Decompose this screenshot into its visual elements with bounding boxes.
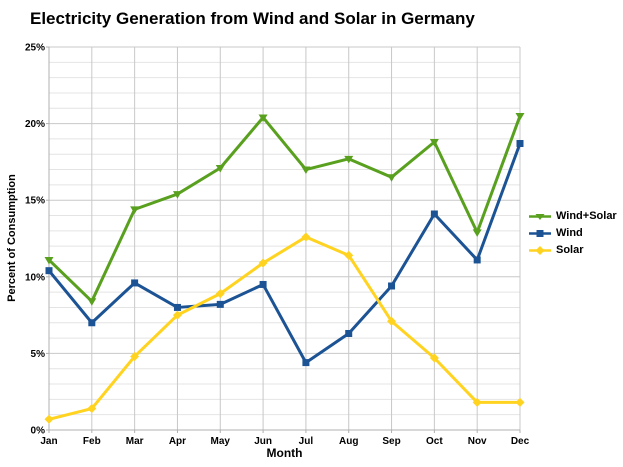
x-tick-label: Dec (511, 436, 530, 447)
diamond-icon (529, 246, 551, 255)
legend-item-solar: Solar (529, 243, 617, 258)
chart-title: Electricity Generation from Wind and Sol… (30, 9, 475, 28)
series-point-solar (258, 258, 268, 268)
series-point-solar (215, 289, 225, 299)
series-line-wind-solar (47, 114, 522, 303)
x-tick-label: Mar (126, 436, 144, 447)
series-point-wind (173, 303, 181, 311)
series-point-wind (388, 282, 396, 290)
series-point-solar (130, 351, 140, 361)
y-tick-label: 20% (25, 119, 45, 130)
legend-item-wind-solar: Wind+Solar (529, 209, 617, 224)
y-tick-label: 0% (31, 426, 46, 437)
triangle-down-icon (529, 214, 551, 220)
series-point-wind-solar (172, 191, 182, 199)
series-point-solar (44, 414, 54, 424)
x-tick-label: Jun (254, 436, 272, 447)
series-point-wind-solar (429, 138, 439, 147)
series-point-wind-solar (258, 114, 268, 122)
series-point-solar (472, 397, 482, 407)
series-point-wind-solar (44, 256, 54, 265)
square-icon (529, 230, 551, 237)
y-axis-title: Percent of Consumption (6, 174, 18, 302)
series-point-wind (259, 280, 267, 288)
series-point-wind (88, 319, 96, 327)
series-point-wind (131, 279, 139, 287)
x-tick-label: Feb (83, 436, 101, 447)
series-point-wind (216, 300, 224, 308)
series-line-solar (47, 235, 522, 421)
series-point-wind-solar (87, 298, 97, 306)
series-point-solar (172, 310, 182, 320)
series-point-wind-solar (215, 165, 225, 173)
series-point-wind (473, 256, 481, 264)
series-point-solar (387, 316, 397, 326)
legend-label-wind-solar: Wind+Solar (556, 210, 617, 222)
series-point-wind-solar (387, 174, 397, 182)
y-tick-label: 25% (25, 43, 45, 54)
series-point-solar (515, 397, 525, 407)
series-point-wind (430, 210, 438, 218)
x-tick-label: Nov (468, 436, 487, 447)
series-point-solar (87, 404, 97, 414)
x-tick-label: Sep (382, 436, 400, 447)
x-tick-label: Oct (426, 436, 443, 447)
x-axis-title: Month (266, 446, 303, 460)
series-line-wind (47, 142, 522, 365)
x-tick-label: Aug (339, 436, 358, 447)
y-tick-label: 5% (31, 349, 46, 360)
legend-item-wind: Wind (529, 226, 617, 241)
y-tick-label: 15% (25, 196, 45, 207)
series-point-wind (345, 329, 353, 337)
x-tick-label: Apr (169, 436, 186, 447)
x-tick-label: Jan (40, 436, 57, 447)
legend-label-wind: Wind (556, 227, 583, 239)
x-tick-label: Jul (299, 436, 314, 447)
series-point-wind-solar (515, 112, 525, 121)
series-point-wind (302, 359, 310, 367)
series-point-solar (429, 353, 439, 363)
series-point-solar (301, 232, 311, 242)
legend-label-solar: Solar (556, 244, 584, 256)
legend: Wind+Solar Wind Solar (529, 209, 617, 260)
x-tick-label: May (211, 436, 231, 447)
series-point-wind-solar (301, 166, 311, 175)
series-point-wind (516, 140, 524, 148)
series-point-wind-solar (130, 206, 140, 214)
series-point-solar (344, 250, 354, 260)
series-point-wind-solar (344, 155, 354, 164)
series-point-wind (45, 267, 53, 275)
series-point-wind-solar (472, 229, 482, 237)
y-tick-label: 10% (25, 272, 45, 283)
